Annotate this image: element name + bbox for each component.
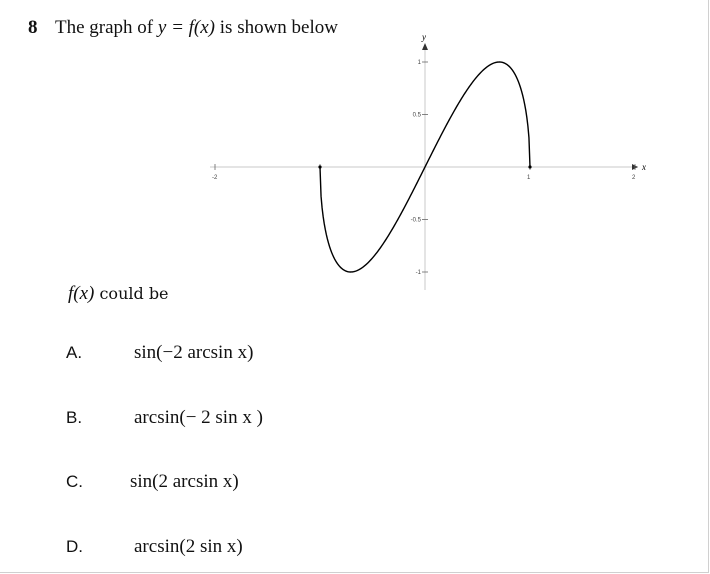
- option-d-letter[interactable]: D.: [66, 537, 83, 556]
- curve-endpoint-right: [528, 165, 532, 169]
- option-a-letter[interactable]: A.: [66, 343, 83, 362]
- x-tick-label: 1: [527, 175, 531, 181]
- option-b-letter[interactable]: B.: [66, 408, 83, 427]
- prompt: f(x) could be: [68, 283, 169, 305]
- y-axis-arrow: [422, 43, 428, 50]
- x-tick-label: 2: [632, 175, 636, 181]
- option-b-expression[interactable]: arcsin(− 2 sin x ): [134, 407, 263, 428]
- x-tick-label: -2: [212, 175, 218, 181]
- y-tick-label: 1: [418, 60, 422, 66]
- question-number: 8: [28, 17, 38, 38]
- graph-axes: [210, 43, 638, 290]
- prompt-text: could be: [99, 284, 169, 303]
- curve-endpoint-left: [318, 165, 322, 169]
- y-tick-label: -0.5: [411, 218, 422, 224]
- stem-suffix: is shown below: [219, 17, 338, 38]
- option-c-expression[interactable]: sin(2 arcsin x): [130, 471, 239, 492]
- stem-prefix: The graph of: [55, 17, 154, 38]
- x-axis-label: x: [641, 162, 646, 172]
- y-axis-label: y: [421, 32, 426, 42]
- function-curve: [319, 61, 531, 273]
- question-stem: The graph of y = f(x) is shown below: [55, 17, 338, 39]
- prompt-function: f(x): [68, 283, 95, 304]
- y-tick-label: 0.5: [413, 113, 422, 119]
- option-d-expression[interactable]: arcsin(2 sin x): [134, 536, 243, 557]
- option-a-expression[interactable]: sin(−2 arcsin x): [134, 342, 254, 363]
- option-c-letter[interactable]: C.: [66, 472, 83, 491]
- stem-function: y = f(x): [157, 17, 216, 38]
- y-tick-label: -1: [416, 270, 422, 276]
